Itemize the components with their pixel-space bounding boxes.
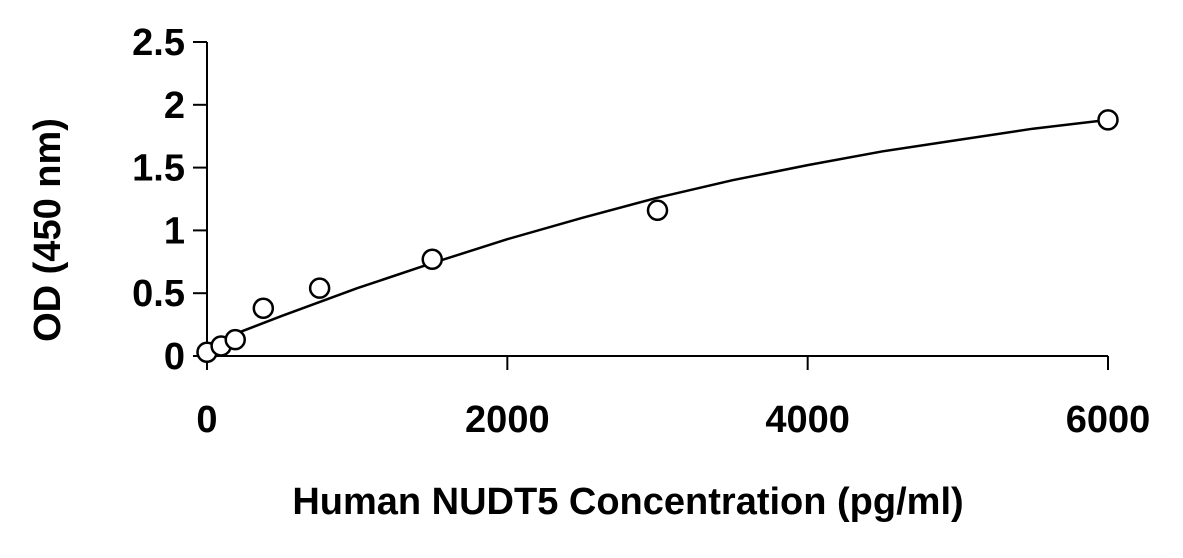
y-tick-label: 0.5 [132,273,185,315]
y-axis-label: OD (450 nm) [27,118,69,342]
data-point [252,297,275,320]
y-axis: 0 0.5 1 1.5 2 2.5 [132,22,208,378]
data-point [421,248,443,271]
y-tick-label: 1.5 [132,148,185,190]
y-tick-label: 1 [164,210,185,252]
y-tick-label: 2.5 [132,22,185,64]
data-point [308,277,331,299]
data-point [224,328,246,351]
x-tick-label: 2000 [465,399,550,441]
y-tick-label: 2 [164,85,185,127]
data-points-layer [196,109,1119,363]
fit-curve-layer [206,118,1109,346]
x-axis: 0 2000 4000 6000 [196,355,1151,441]
y-tick-label: 0 [164,336,185,378]
x-tick-label: 4000 [765,399,850,441]
x-axis-label: Human NUDT5 Concentration (pg/ml) [292,481,963,523]
fit-curve [206,118,1109,346]
x-tick-label: 6000 [1066,399,1151,441]
x-tick-label: 0 [196,399,217,441]
data-point [646,199,669,222]
data-point [1097,109,1119,131]
